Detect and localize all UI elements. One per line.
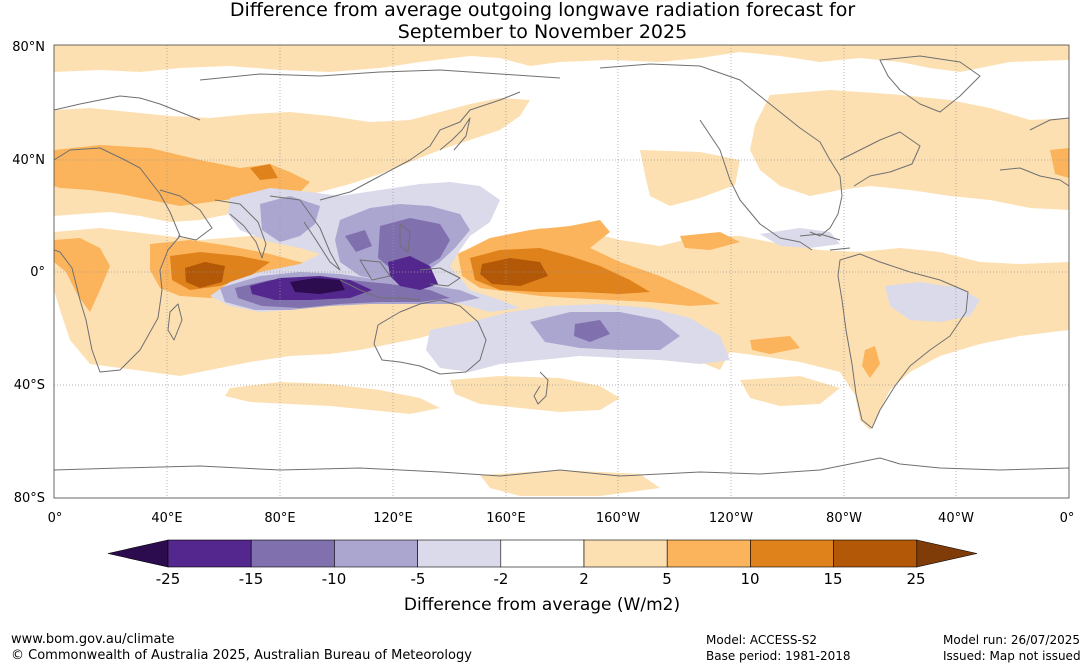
colorbar-tick-label: -15 xyxy=(239,570,264,588)
colorbar-segment xyxy=(167,539,252,568)
colorbar-tick-label: -10 xyxy=(322,570,347,588)
lon-label: 0° xyxy=(48,511,63,526)
colorbar-segment xyxy=(750,539,834,568)
lat-label: 0° xyxy=(30,265,45,280)
lon-label: 120°W xyxy=(709,511,753,526)
longitude-labels: 0° 40°E 80°E 120°E 160°E 160°W 120°W 80°… xyxy=(48,511,1075,526)
colorbar-tick-label: 5 xyxy=(662,570,672,588)
base-period: Base period: 1981-2018 xyxy=(706,649,851,663)
lon-label: 40°E xyxy=(151,511,182,526)
model-name: Model: ACCESS-S2 xyxy=(706,633,818,647)
lon-label: 160°E xyxy=(486,511,526,526)
lat-label: 80°S xyxy=(14,491,45,506)
lon-label: 80°W xyxy=(826,511,862,526)
colorbar-segment xyxy=(666,539,751,568)
latitude-labels: 80°N 40°N 0° 40°S 80°S xyxy=(12,40,45,506)
colorbar-segment xyxy=(334,539,418,568)
colorbar-segment xyxy=(250,539,335,568)
graticule xyxy=(54,45,1069,498)
colorbar-tick-label: 2 xyxy=(579,570,589,588)
lon-label: 80°E xyxy=(264,511,295,526)
lat-label: 40°N xyxy=(12,153,45,168)
colorbar-segment xyxy=(417,539,502,568)
map-title-line-1: Difference from average outgoing longwav… xyxy=(229,0,856,21)
colorbar-tick-label: -25 xyxy=(156,570,181,588)
colorbar-extension-high xyxy=(916,539,978,568)
colorbar-tick-label: 25 xyxy=(906,570,925,588)
colorbar-segment xyxy=(583,539,668,568)
colorbar-label: Difference from average (W/m2) xyxy=(404,595,680,615)
colorbar xyxy=(107,539,978,568)
coastlines xyxy=(54,55,1069,477)
lon-label: 0° xyxy=(1060,511,1075,526)
colorbar-tick-label: 10 xyxy=(740,570,759,588)
anomaly-fields xyxy=(54,45,1069,498)
map-frame xyxy=(53,44,1070,499)
lat-label: 80°N xyxy=(12,40,45,55)
colorbar-segment xyxy=(833,539,918,568)
colorbar-tick-label: 15 xyxy=(823,570,842,588)
negative-anomaly-over-25 xyxy=(290,278,345,294)
lon-label: 40°W xyxy=(938,511,974,526)
website-link[interactable]: www.bom.gov.au/climate xyxy=(11,632,175,647)
lon-label: 120°E xyxy=(373,511,413,526)
lat-label: 40°S xyxy=(14,378,45,393)
lon-label: 160°W xyxy=(596,511,640,526)
map-title-line-2: September to November 2025 xyxy=(397,21,688,43)
colorbar-tick-label: -2 xyxy=(494,570,509,588)
copyright-text: © Commonwealth of Australia 2025, Austra… xyxy=(11,648,472,663)
issued-status: Issued: Map not issued xyxy=(943,649,1081,663)
colorbar-segment xyxy=(500,539,585,568)
colorbar-tick-labels: -25 -15 -10 -5 -2 2 5 10 15 25 xyxy=(156,570,926,588)
colorbar-extension-low xyxy=(107,539,169,568)
colorbar-tick-label: -5 xyxy=(411,570,426,588)
model-run-date: Model run: 26/07/2025 xyxy=(943,633,1081,647)
